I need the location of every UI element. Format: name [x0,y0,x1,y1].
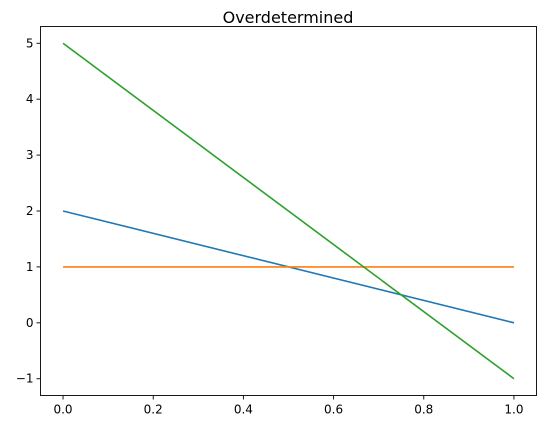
plot-frame [40,26,537,396]
y-tick-label: 5 [26,36,34,50]
y-tick-label: 1 [26,260,34,274]
y-tick-label: 0 [26,316,34,330]
plot-lines [62,42,515,380]
y-tick-label: −1 [16,372,34,386]
x-tick-label: 0.8 [414,403,433,417]
y-tick-label: 3 [26,148,34,162]
y-tick-label: 4 [26,92,34,106]
y-axis: −1 0 1 2 3 4 5 [16,36,41,386]
y-tick-label: 2 [26,204,34,218]
x-tick-label: 1.0 [504,403,523,417]
x-tick-label: 0.0 [53,403,72,417]
x-tick-label: 0.2 [144,403,163,417]
chart-title: Overdetermined [223,8,354,27]
x-tick-label: 0.4 [234,403,253,417]
x-tick-label: 0.6 [324,403,343,417]
x-axis: 0.0 0.2 0.4 0.6 0.8 1.0 [53,395,524,417]
series-line-3 [62,42,515,380]
